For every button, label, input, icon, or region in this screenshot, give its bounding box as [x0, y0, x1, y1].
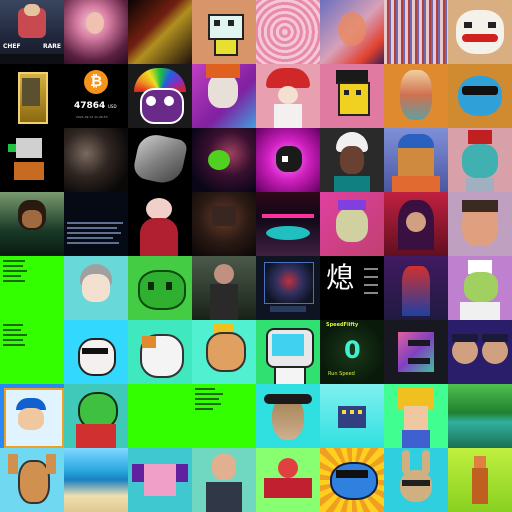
- tile-zombie-hat[interactable]: [448, 128, 512, 192]
- tile-glitch-figure[interactable]: [384, 0, 448, 64]
- tile-pixel-anime-hair[interactable]: [384, 384, 448, 448]
- tile-crowned-lion[interactable]: [192, 320, 256, 384]
- tile-gold-card[interactable]: [0, 64, 64, 128]
- tile-abstract-dark[interactable]: [128, 0, 192, 64]
- tile-pink-swirl[interactable]: [256, 0, 320, 64]
- tile-tv-robot[interactable]: [256, 320, 320, 384]
- tile-blue-hat-monster[interactable]: [384, 128, 448, 192]
- tile-blue-fish-sunglasses[interactable]: [320, 448, 384, 512]
- tile-pixel-punk-boy[interactable]: [320, 64, 384, 128]
- tile-trippy-face[interactable]: [384, 64, 448, 128]
- tile-dark-theatre[interactable]: [192, 192, 256, 256]
- btc-price: 47864: [74, 101, 106, 111]
- tile-green-doc-list[interactable]: [0, 256, 64, 320]
- rare-label: RARE: [43, 43, 61, 50]
- tile-pink-cow[interactable]: [256, 128, 320, 192]
- tile-chef-card[interactable]: CHEF RARE: [0, 0, 64, 64]
- tile-owl-bird[interactable]: [256, 384, 320, 448]
- tile-gray-rock[interactable]: [128, 128, 192, 192]
- tile-mushroom-girl[interactable]: [256, 64, 320, 128]
- tile-crab-fighter[interactable]: [256, 448, 320, 512]
- tile-pink-dragon[interactable]: [128, 448, 192, 512]
- tile-orange-soldier[interactable]: [448, 448, 512, 512]
- btc-date: 2021.09.13 11:26:53: [76, 115, 108, 119]
- tile-pixel-cat-pot[interactable]: [0, 128, 64, 192]
- speed-subtitle: Run Speed: [328, 371, 355, 377]
- tile-clown-face[interactable]: [448, 0, 512, 64]
- tile-crown-creature[interactable]: [320, 192, 384, 256]
- tile-warrior-woman[interactable]: [192, 256, 256, 320]
- tile-dog-with-glasses[interactable]: [0, 448, 64, 512]
- speed-digit: 0: [344, 336, 361, 364]
- tile-dreads-figure[interactable]: [0, 192, 64, 256]
- tile-bitcoin-price[interactable]: ₿ 47864 USD 2021.09.13 11:26:53: [64, 64, 128, 128]
- tile-game-card[interactable]: [256, 256, 320, 320]
- tile-green-comet[interactable]: [192, 128, 256, 192]
- tile-golf-character[interactable]: [64, 320, 128, 384]
- tile-calico-cat[interactable]: [128, 320, 192, 384]
- tile-hooded-figure[interactable]: [384, 192, 448, 256]
- kanji-glyph: 熄: [326, 261, 355, 294]
- tile-kanji-card[interactable]: 熄: [320, 256, 384, 320]
- tile-woman-portrait[interactable]: [64, 0, 128, 64]
- tile-dark-gray-document[interactable]: [192, 384, 256, 448]
- tile-green-turtle[interactable]: [64, 384, 128, 448]
- btc-unit: USD: [108, 104, 117, 109]
- tile-chef-dino[interactable]: [448, 256, 512, 320]
- tile-boy-baseball-cap[interactable]: [0, 384, 64, 448]
- tile-pixel-robot-cat[interactable]: [192, 0, 256, 64]
- tile-beach-scene[interactable]: [64, 448, 128, 512]
- tile-forest-lake[interactable]: [448, 384, 512, 448]
- speed-title: SpeedFlifty: [326, 322, 359, 328]
- tile-blue-bear-glasses[interactable]: [448, 64, 512, 128]
- tile-pirate-kids[interactable]: [448, 320, 512, 384]
- bitcoin-icon: [84, 70, 108, 94]
- tile-green-blob[interactable]: [128, 256, 192, 320]
- tile-rainbow-cat-face[interactable]: [128, 64, 192, 128]
- tile-dark-faces[interactable]: [64, 128, 128, 192]
- tile-green-block[interactable]: [128, 384, 192, 448]
- tile-typography-portrait[interactable]: [448, 192, 512, 256]
- tile-speed-card[interactable]: SpeedFlifty 0 Run Speed: [320, 320, 384, 384]
- tile-glitch-face[interactable]: [320, 0, 384, 64]
- tile-man-suit[interactable]: [192, 448, 256, 512]
- tile-text-document[interactable]: [64, 192, 128, 256]
- tile-green-doc-2[interactable]: [0, 320, 64, 384]
- tile-skull-art[interactable]: [192, 64, 256, 128]
- tile-bunny-glasses[interactable]: [384, 448, 448, 512]
- tile-robot-suit[interactable]: [384, 256, 448, 320]
- tile-bride-figure[interactable]: [128, 192, 192, 256]
- tile-white-hair-character[interactable]: [320, 128, 384, 192]
- tile-chrome-letter[interactable]: [384, 320, 448, 384]
- tile-neon-stage[interactable]: [256, 192, 320, 256]
- tile-pixel-building[interactable]: [320, 384, 384, 448]
- tile-anime-boy[interactable]: [64, 256, 128, 320]
- chef-label: CHEF: [3, 43, 21, 50]
